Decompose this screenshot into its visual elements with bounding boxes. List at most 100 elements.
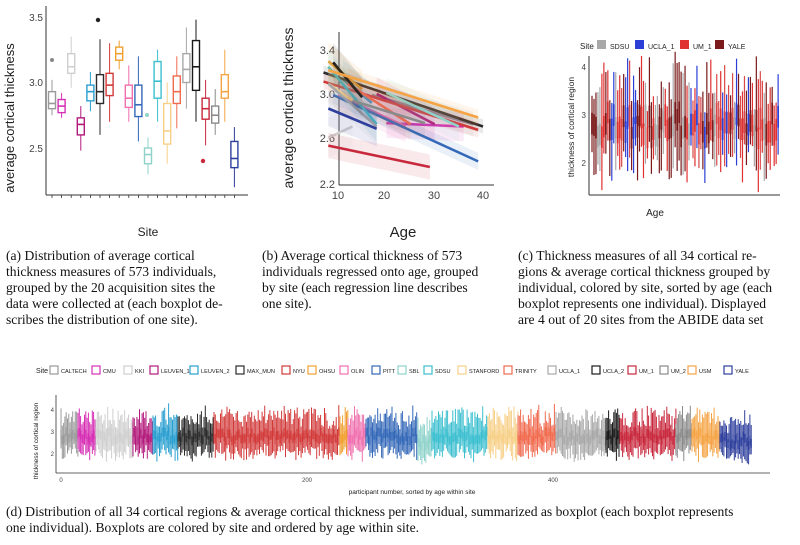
participant-box-body xyxy=(549,428,552,438)
individual-box-body xyxy=(650,126,653,148)
participant-box-body xyxy=(560,428,562,438)
participant-box-body xyxy=(118,432,120,442)
individual-box-body xyxy=(692,114,694,136)
participant-box-body xyxy=(296,428,298,438)
participant-box-body xyxy=(685,430,687,440)
participant-box-body xyxy=(148,434,150,444)
participant-box-body xyxy=(546,427,548,437)
participant-box-body xyxy=(301,433,303,443)
participant-box-body xyxy=(381,434,383,444)
participant-box-body xyxy=(509,428,511,437)
participant-box-body xyxy=(742,431,744,441)
participant-box-body xyxy=(113,435,115,445)
participant-box-body xyxy=(256,436,258,445)
participant-box-body xyxy=(568,430,570,439)
participant-box-body xyxy=(443,434,445,444)
participant-box-body xyxy=(614,427,616,437)
participant-box-body xyxy=(467,427,469,436)
ytick: 2.5 xyxy=(29,144,43,155)
participant-box-body xyxy=(663,429,665,439)
participant-box-body xyxy=(581,435,583,445)
legend-swatch-nyu xyxy=(281,365,291,375)
participant-box-body xyxy=(112,427,114,437)
individual-box-body xyxy=(755,109,758,132)
individual-box-body xyxy=(709,108,712,130)
participant-box-body xyxy=(100,431,102,440)
participant-box-body xyxy=(672,435,674,445)
participant-box-body xyxy=(344,430,346,440)
reg-line-um_1 xyxy=(328,133,431,180)
participant-box-body xyxy=(576,432,578,442)
participant-box-body xyxy=(552,432,554,442)
participant-box-body xyxy=(365,427,367,437)
participant-box-body xyxy=(449,435,451,445)
caption-line: boxplot represents one individual). Disp… xyxy=(518,296,767,311)
participant-box-body xyxy=(745,440,747,450)
participant-box-body xyxy=(585,427,587,437)
individual-box-body xyxy=(682,117,684,139)
ytick: 4 xyxy=(582,63,587,72)
participant-box-body xyxy=(457,428,459,438)
participant-box-body xyxy=(219,427,222,437)
participant-box-body xyxy=(608,430,610,440)
ytick: 3 xyxy=(582,111,587,120)
participant-box-body xyxy=(483,434,485,443)
participant-box-body xyxy=(667,428,669,438)
panel-b-xlabel: Age xyxy=(390,224,417,241)
individual-box-body xyxy=(595,116,597,139)
participant-box-body xyxy=(492,430,494,440)
box-ucla_1 xyxy=(182,27,191,109)
participant-box-body xyxy=(727,439,729,449)
participant-box-body xyxy=(357,435,359,445)
participant-box-body xyxy=(439,434,441,444)
legend-swatch-um1 xyxy=(680,40,689,49)
participant-box-body xyxy=(273,427,275,437)
participant-box-body xyxy=(538,428,540,438)
participant-box-body xyxy=(108,432,110,442)
participant-box-body xyxy=(700,428,702,438)
panel-a-xlabel: Site xyxy=(138,225,159,239)
participant-box-body xyxy=(633,427,635,436)
legend-label: CALTECH xyxy=(61,369,87,375)
participant-box-body xyxy=(383,429,385,439)
participant-box-body xyxy=(678,432,680,442)
participant-box-body xyxy=(326,434,328,443)
caption-d: (d) Distribution of all 34 cortical regi… xyxy=(6,504,798,536)
participant-box-body xyxy=(126,429,128,439)
participant-box-body xyxy=(165,433,167,443)
participant-box-body xyxy=(91,433,93,443)
participant-box-body xyxy=(569,432,571,442)
participant-box-body xyxy=(571,430,573,440)
participant-box-body xyxy=(436,432,438,442)
legend-label: UM_1 xyxy=(693,44,712,51)
participant-box-body xyxy=(103,431,105,441)
participant-box-body xyxy=(480,432,482,441)
legend-swatch-ucla_1 xyxy=(547,365,557,375)
legend-swatch-leuven_2 xyxy=(189,365,199,375)
participant-box-body xyxy=(211,433,213,443)
participant-box-body xyxy=(290,430,292,440)
participant-box-body xyxy=(281,430,283,440)
participant-box-body xyxy=(649,432,651,441)
panel-c-xlabel: Age xyxy=(646,208,664,219)
participant-box-body xyxy=(252,436,254,446)
participant-box-body xyxy=(191,436,193,446)
participant-box-body xyxy=(432,432,434,441)
participant-box-body xyxy=(423,435,426,445)
participant-box-body xyxy=(650,431,652,441)
participant-box-body xyxy=(412,428,414,437)
individual-box-body xyxy=(638,104,641,127)
individual-box-body xyxy=(662,110,665,133)
participant-box-body xyxy=(689,428,691,438)
ytick: 3 xyxy=(51,430,55,436)
participant-box-body xyxy=(434,432,436,442)
participant-box-body xyxy=(73,428,75,438)
individual-box-body xyxy=(759,107,762,130)
participant-box-body xyxy=(202,435,204,445)
box-olin xyxy=(124,65,134,122)
individual-box-body xyxy=(599,123,601,146)
participant-box-body xyxy=(493,430,496,440)
participant-box-body xyxy=(331,434,333,444)
participant-box-body xyxy=(504,428,506,438)
individual-box-body xyxy=(707,121,710,144)
